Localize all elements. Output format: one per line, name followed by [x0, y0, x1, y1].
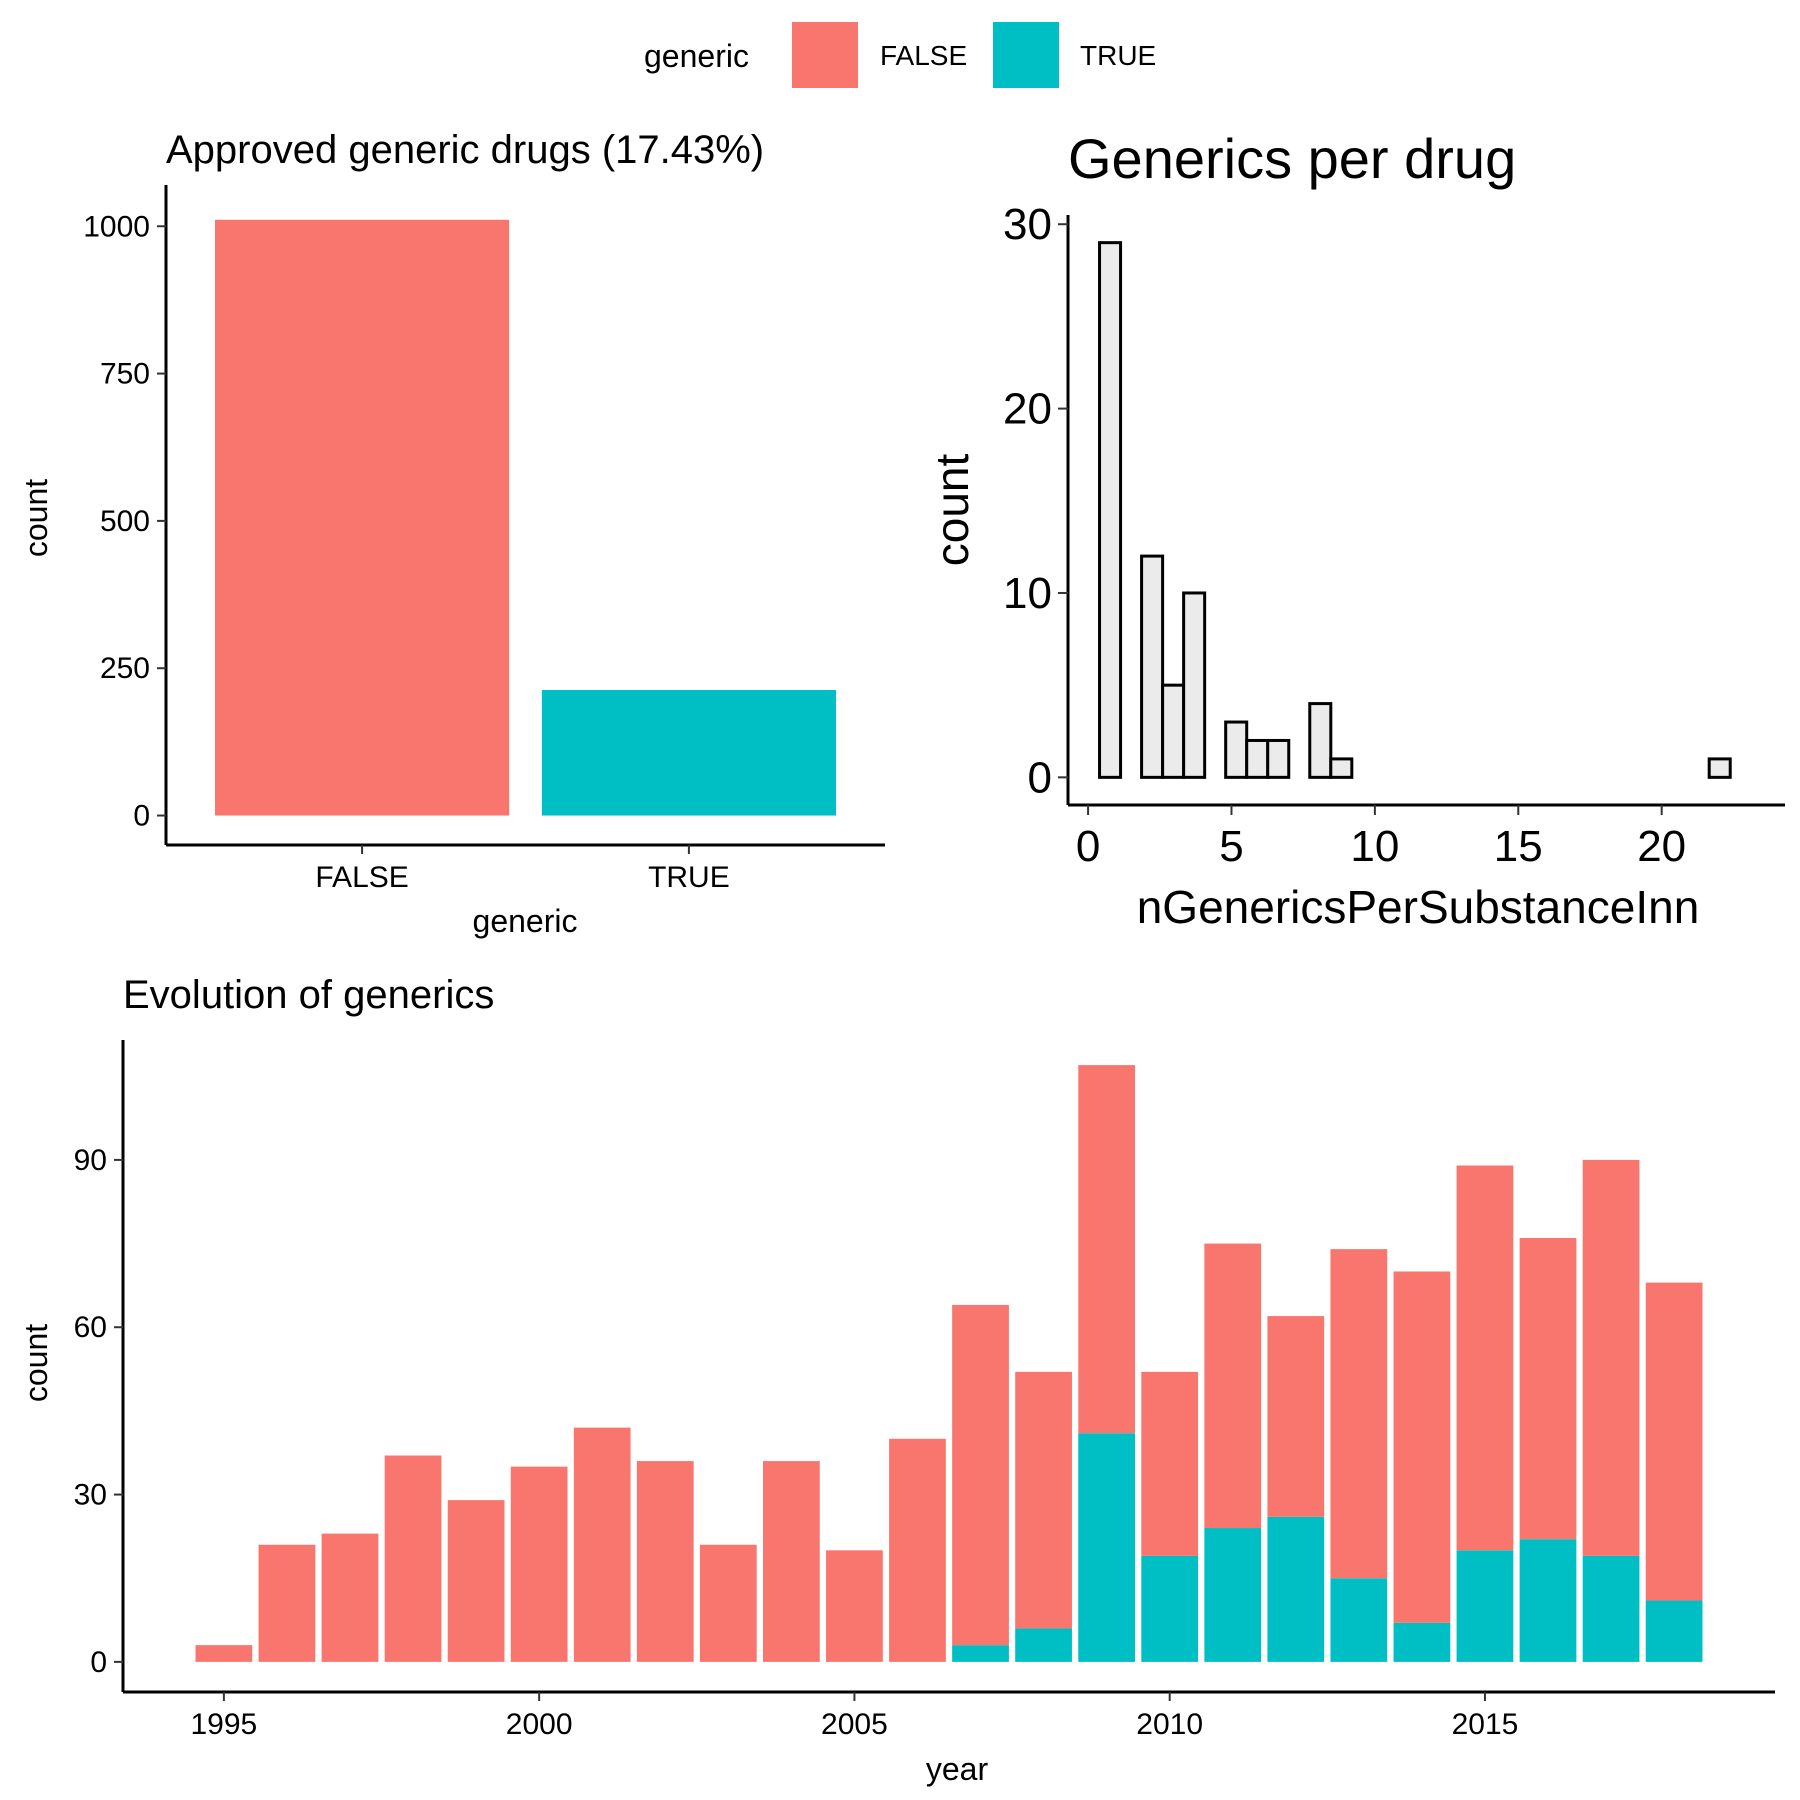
per-drug-bin	[1329, 757, 1354, 779]
per-drug-bin	[1098, 241, 1123, 779]
evolution-bar-false-1999	[447, 1500, 505, 1662]
per-drug-y-tick-label: 20	[1003, 385, 1052, 434]
approved-y-tick-label: 750	[100, 358, 150, 391]
evolution-bar-false-2011	[1204, 1243, 1262, 1529]
evolution-x-tick-label: 2000	[506, 1708, 573, 1741]
evolution-bar-false-2002	[636, 1461, 694, 1662]
evolution-bar-true-2008	[1015, 1628, 1072, 1662]
evolution-bar-false-2015	[1456, 1165, 1514, 1551]
evolution-bar-true-2017	[1582, 1555, 1640, 1662]
evolution-bar-true-2009	[1078, 1433, 1136, 1662]
per-drug-bin	[1266, 738, 1291, 779]
approved-y-tick-label: 1000	[83, 210, 150, 243]
approved-y-axis-title: count	[18, 479, 54, 557]
evolution-bar-false-2013	[1330, 1249, 1388, 1579]
evolution-bar-false-2007	[952, 1304, 1009, 1646]
evolution-bar-false-2016	[1519, 1237, 1577, 1540]
per-drug-y-tick-label: 10	[1003, 569, 1052, 618]
evolution-y-tick-label: 0	[90, 1646, 107, 1679]
per-drug-bin	[1140, 554, 1165, 779]
evolution-bar-true-2010	[1141, 1555, 1199, 1662]
evolution-bar-false-2012	[1267, 1316, 1325, 1517]
evolution-bar-false-1997	[321, 1533, 379, 1662]
per-drug-y-tick-label: 0	[1028, 753, 1052, 802]
approved-y-tick-label: 500	[100, 505, 150, 538]
approved-bar-true	[541, 690, 836, 816]
per-drug-x-tick-label: 15	[1494, 822, 1543, 871]
per-drug-x-tick-label: 20	[1637, 822, 1686, 871]
evolution-y-tick-label: 30	[74, 1479, 107, 1512]
evolution-bar-true-2014	[1393, 1622, 1451, 1662]
evolution-bar-false-2005	[826, 1550, 883, 1662]
evolution-bar-false-2010	[1141, 1371, 1199, 1556]
legend-title: generic	[644, 38, 749, 74]
per-drug-bin	[1161, 683, 1186, 779]
evolution-bar-false-2018	[1645, 1282, 1703, 1601]
evolution-x-tick-label: 2010	[1136, 1708, 1203, 1741]
evolution-bar-true-2012	[1267, 1516, 1325, 1662]
evolution-panel: Evolution of generics count year 0 30 60 90…	[18, 973, 1775, 1787]
evolution-x-tick-label: 2015	[1452, 1708, 1519, 1741]
evolution-y-axis-title: count	[18, 1324, 54, 1402]
per-drug-x-tick-label: 0	[1076, 822, 1100, 871]
evolution-bar-false-1996	[258, 1544, 316, 1662]
evolution-bar-false-1998	[384, 1455, 442, 1662]
legend-key-false	[792, 22, 858, 88]
per-drug-y-axis-title: count	[926, 454, 978, 567]
generics-per-drug-panel: Generics per drug count nGenericsPerSubs…	[926, 127, 1785, 933]
evolution-bar-false-2003	[699, 1544, 757, 1662]
approved-x-axis-title: generic	[473, 903, 578, 939]
approved-bar-false	[215, 219, 510, 816]
per-drug-title: Generics per drug	[1068, 127, 1516, 190]
evolution-bar-false-2017	[1582, 1159, 1640, 1556]
legend: generic FALSE TRUE	[644, 22, 1156, 88]
evolution-bar-true-2007	[952, 1645, 1009, 1662]
evolution-bar-false-2001	[573, 1427, 631, 1662]
evolution-x-tick-label: 1995	[191, 1708, 258, 1741]
evolution-bar-false-2008	[1015, 1371, 1072, 1629]
evolution-x-tick-label: 2005	[821, 1708, 888, 1741]
evolution-bar-true-2011	[1204, 1528, 1262, 1662]
evolution-bar-false-2014	[1393, 1271, 1451, 1623]
legend-label-false: FALSE	[880, 40, 967, 71]
legend-key-true	[993, 22, 1059, 88]
evolution-y-tick-label: 90	[74, 1144, 107, 1177]
per-drug-bin	[1707, 757, 1732, 779]
evolution-bar-false-2000	[510, 1466, 568, 1662]
evolution-bar-false-2006	[889, 1438, 946, 1662]
per-drug-bin	[1224, 720, 1249, 779]
per-drug-y-tick-label: 30	[1003, 200, 1052, 249]
approved-x-tick-label: FALSE	[315, 861, 408, 894]
evolution-bar-true-2013	[1330, 1578, 1388, 1662]
per-drug-x-tick-label: 5	[1219, 822, 1243, 871]
per-drug-bin	[1245, 738, 1270, 779]
per-drug-bin	[1308, 702, 1333, 779]
approved-title: Approved generic drugs (17.43%)	[166, 128, 764, 172]
evolution-bar-true-2016	[1519, 1539, 1577, 1662]
evolution-bar-true-2018	[1645, 1600, 1703, 1662]
approved-y-tick-label: 250	[100, 652, 150, 685]
evolution-bar-false-2004	[762, 1461, 820, 1662]
legend-label-true: TRUE	[1080, 40, 1156, 71]
evolution-y-tick-label: 60	[74, 1311, 107, 1344]
approved-y-tick-label: 0	[133, 800, 150, 833]
per-drug-x-tick-label: 10	[1350, 822, 1399, 871]
approved-generic-panel: Approved generic drugs (17.43%) count ge…	[18, 128, 885, 939]
evolution-x-axis-title: year	[926, 1751, 989, 1787]
evolution-bar-false-2009	[1078, 1065, 1136, 1434]
evolution-bar-false-1995	[195, 1645, 253, 1662]
per-drug-x-axis-title: nGenericsPerSubstanceInn	[1137, 881, 1700, 933]
per-drug-bin	[1182, 591, 1207, 779]
approved-x-tick-label: TRUE	[648, 861, 730, 894]
evolution-title: Evolution of generics	[123, 973, 494, 1017]
evolution-bar-true-2015	[1456, 1550, 1514, 1662]
